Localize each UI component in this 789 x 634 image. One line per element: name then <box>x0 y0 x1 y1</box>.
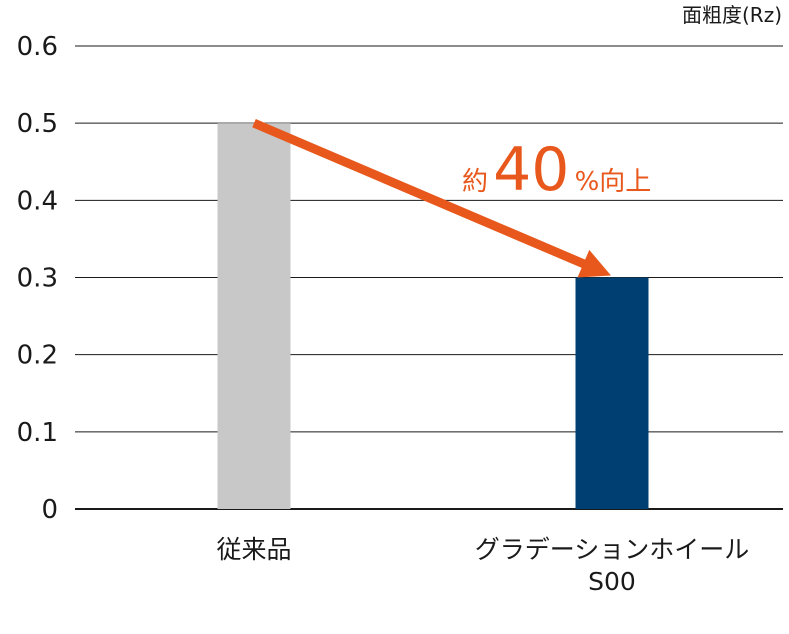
bar <box>575 277 649 509</box>
x-category-labels: 従来品 グラデーションホイール S00 <box>216 535 749 596</box>
gridlines <box>75 45 783 510</box>
y-tick-label: 0.3 <box>17 264 58 294</box>
bar <box>217 123 291 510</box>
category-label: S00 <box>588 567 636 596</box>
y-axis-unit-label: 面粗度(Rz) <box>682 3 782 27</box>
annotation-prefix: 約 <box>462 167 488 197</box>
category-label: グラデーションホイール <box>475 535 750 564</box>
y-tick-label: 0.4 <box>17 186 58 216</box>
arrow-head <box>577 249 611 278</box>
y-tick-label: 0.1 <box>17 418 58 448</box>
improvement-annotation: 約 40 %向上 <box>462 135 651 205</box>
y-tick-label: 0.6 <box>17 32 58 62</box>
improvement-arrow <box>252 119 611 278</box>
arrow-shaft <box>252 119 588 269</box>
annotation-suffix: %向上 <box>575 167 652 197</box>
y-tick-label: 0.2 <box>17 341 58 371</box>
category-label: 従来品 <box>216 535 291 564</box>
y-tick-label: 0.5 <box>17 109 58 139</box>
annotation-number: 40 <box>493 135 569 205</box>
y-tick-label: 0 <box>41 495 58 525</box>
y-tick-labels: 0 0.1 0.2 0.3 0.4 0.5 0.6 <box>17 32 58 525</box>
bars <box>217 123 649 510</box>
